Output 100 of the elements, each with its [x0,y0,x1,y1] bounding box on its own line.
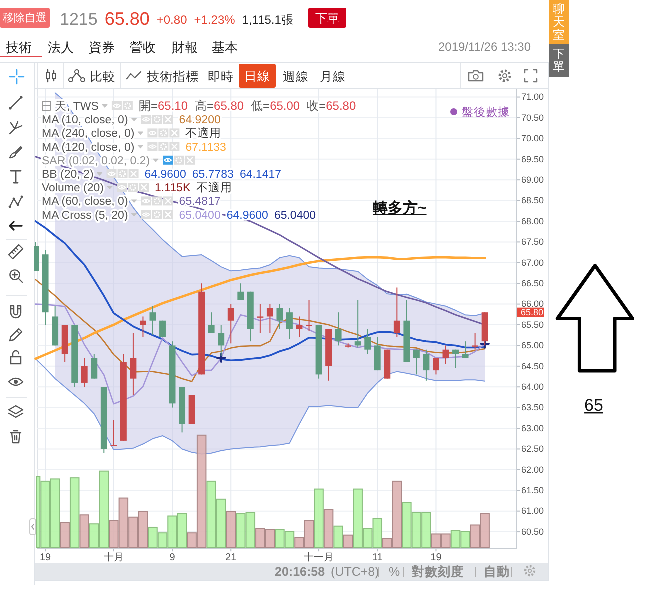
text: 移除自選 [3,12,47,24]
y-tick-label: 62.50 [522,444,544,454]
text: 1215 [60,10,98,29]
annotation: 不適用 [186,126,222,140]
candlestick [257,304,264,334]
bar [60,522,70,548]
candlestick [266,304,274,334]
x-tick-label: 19 [40,552,52,564]
candlestick [442,345,450,365]
y-tick-label: 65.50 [522,320,544,330]
candlestick [452,349,459,369]
text: 週線 [283,70,309,84]
text: 即時 [208,70,234,84]
y-tick-label: 71.00 [522,92,544,102]
text: 下單 [553,47,565,74]
annotation: 67.1133 [186,142,226,154]
y-tick-label: 61.00 [522,506,544,516]
annotation: 65.0400 [179,210,221,222]
x-tick-label: 9 [170,552,176,564]
candlestick [276,304,284,330]
annotation: 64.1417 [240,169,282,181]
candlestick [286,308,293,340]
text: 比較 [90,70,116,84]
y-tick-label: 62.00 [522,464,544,475]
y-tick-label: 65.00 [522,340,544,351]
y-tick-label: 64.50 [522,361,544,372]
y-tick-label: 63.50 [522,402,544,413]
candlestick [130,332,137,396]
text: 資券 [89,40,115,55]
candlestick [394,287,400,338]
candlestick [140,316,146,338]
candlestick [110,420,118,446]
candlestick [238,283,244,301]
candlestick [423,349,430,382]
y-tick-label: 61.50 [522,486,544,496]
line-series [34,220,486,362]
annotation: MA (240, close, 0) [42,128,135,140]
text: 65 [584,396,604,415]
candlestick [354,300,362,348]
text: 聊天室 [553,2,565,42]
annotation: 64.9600 [144,169,186,181]
text: 財報 [172,40,198,55]
text: 日線 [244,70,270,84]
line-series [35,279,486,382]
x-tick-label: 十一月 [304,552,334,564]
y-tick-label: 66.00 [522,299,544,310]
bar [226,511,236,548]
x-tick-label: 21 [226,552,238,564]
annotation: 收=65.80 [307,99,356,113]
line-series [35,304,486,405]
text: +0.80 [156,13,188,27]
text: 月線 [320,70,346,84]
bar [343,534,354,548]
annotation: 低=65.00 [251,99,300,113]
text: 基本 [212,40,238,55]
candlestick [208,312,215,334]
annotation: 盤後數據 [462,106,510,119]
candlestick [335,312,342,346]
text: 20:16:58 [275,565,326,579]
y-tick-label: 69.00 [522,174,544,185]
text: 技術 [5,40,32,55]
y-tick-label: 68.00 [522,216,544,226]
text: 營收 [130,40,156,55]
annotation: Volume (20) [42,182,104,195]
candlestick [433,358,440,376]
text: 65.80 [104,9,150,29]
y-tick-label: 67.00 [522,258,544,268]
annotation: 65.7783 [192,169,234,181]
y-tick-label: 60.50 [522,526,544,537]
candlestick [364,328,372,354]
candlestick [413,349,420,376]
annotation: 高=65.80 [195,99,244,113]
candlestick [81,358,88,388]
x-tick-label: 十月 [104,552,124,564]
candlestick [472,332,479,350]
bar [314,488,324,548]
candlestick [150,306,156,336]
y-tick-label: 69.50 [522,154,544,164]
annotation: 天, TWS [55,100,100,113]
annotation: 65.4817 [179,196,221,208]
text: % [389,565,400,579]
annotation: MA Cross (5, 20) [42,210,128,222]
series-label: MA (60, close, 0) [42,196,128,208]
annotation: 開=65.10 [138,99,188,113]
annotation: 不適用 [196,180,233,195]
y-tick-label: 64.00 [522,382,544,392]
text: 下單 [315,12,340,26]
text: 法人 [48,40,74,55]
y-tick-label: 67.50 [522,237,544,248]
text: 2019/11/26 13:30 [438,40,532,54]
line-series [35,358,486,455]
y-tick-label: 66.50 [522,278,544,288]
bar [334,526,344,548]
text: 對數刻度 [411,564,464,579]
y-tick-label: 70.00 [522,134,544,144]
annotation: 轉多方~ [372,199,427,217]
x-tick-label: 11 [372,552,384,564]
annotation: 64.9600 [226,210,268,222]
x-tick-label: 19 [430,552,442,564]
annotation: 1.115K [155,182,191,195]
